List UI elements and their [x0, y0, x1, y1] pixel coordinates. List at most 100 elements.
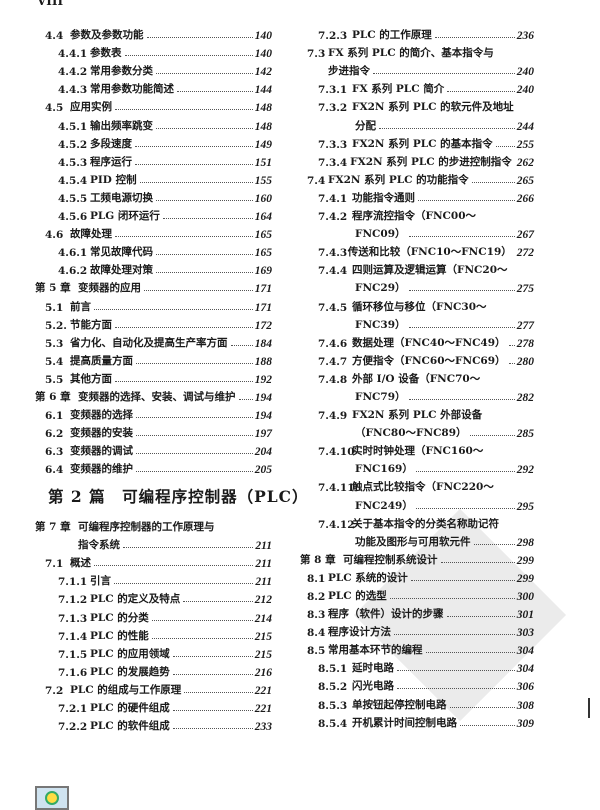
toc-entry[interactable]: 第 6 章变频器的选择、安装、调试与维护 194: [0, 386, 272, 404]
leader-dots: [156, 253, 253, 256]
entry-number: 7.2.2: [58, 721, 88, 734]
toc-entry[interactable]: 7.4.8 外部 I/O 设备（FNC70～: [0, 368, 534, 386]
toc-entry[interactable]: 4.5.3 程序运行 151: [0, 151, 272, 169]
toc-entry[interactable]: 7.3.2 FX2N 系列 PLC 的软元件及地址: [0, 96, 534, 114]
toc-entry[interactable]: 7.2.3 PLC 的工作原理 236: [0, 24, 534, 42]
entry-page-number: 267: [516, 229, 534, 242]
toc-entry[interactable]: 8.5.2 闪光电路 306: [0, 675, 534, 693]
toc-entry[interactable]: 8.1 PLC 系统的设计 299: [0, 567, 534, 585]
toc-entry[interactable]: 8.3 程序（软件）设计的步骤 301: [0, 603, 534, 621]
entry-page-number: 306: [516, 681, 534, 694]
toc-entry[interactable]: 7.3.4 FX2N 系列 PLC 的步进控制指令 262: [0, 151, 534, 169]
toc-entry[interactable]: 7.4.10 实时时钟处理（FNC160～: [0, 440, 534, 458]
toc-entry[interactable]: 7.4.4 四则运算及逻辑运算（FNC20～: [0, 259, 534, 277]
entry-number: 4.5.1: [58, 120, 88, 133]
toc-entry[interactable]: 7.3.3 FX2N 系列 PLC 的基本指令 255: [0, 133, 534, 151]
toc-entry[interactable]: 5.3 省力化、自动化及提高生产率方面 184: [0, 332, 272, 350]
toc-entry[interactable]: 8.5.3 单按钮起停控制电路 308: [0, 693, 534, 712]
toc-entry[interactable]: 4.6.2 故障处理对策 169: [0, 259, 272, 277]
toc-entry[interactable]: 7.4 FX2N 系列 PLC 的功能指令 265: [0, 169, 534, 187]
toc-entry[interactable]: 7.4.12 关于基本指令的分类名称助记符: [0, 513, 534, 531]
toc-entry-continuation[interactable]: FNC29） 275: [0, 277, 534, 295]
toc-entry[interactable]: 6.1 变频器的选择 194: [0, 404, 272, 422]
toc-entry[interactable]: 7.2.2 PLC 的软件组成 233: [0, 715, 272, 733]
toc-entry-continuation[interactable]: FNC09） 267: [0, 223, 534, 241]
entry-number: 7.3.3: [318, 138, 348, 151]
toc-entry[interactable]: 7.1.4 PLC 的性能 215: [0, 625, 272, 643]
leader-dots: [172, 727, 253, 730]
toc-entry[interactable]: 7.4.11 触点式比较指令（FNC220～: [0, 476, 534, 494]
toc-entry[interactable]: 4.4.1 参数表 140: [0, 42, 272, 60]
entry-number: 8.5.1: [318, 663, 348, 676]
toc-entry[interactable]: 7.2.1 PLC 的硬件组成 221: [0, 697, 272, 715]
toc-entry[interactable]: 7.1.5 PLC 的应用领域 215: [0, 643, 272, 661]
toc-entry[interactable]: 第 7 章可编程序控制器的工作原理与: [0, 516, 272, 534]
toc-entry[interactable]: 4.4 参数及参数功能 140: [0, 24, 272, 42]
toc-entry[interactable]: 4.4.2 常用参数分类 142: [0, 60, 272, 78]
toc-entry[interactable]: 8.4 程序设计方法 303: [0, 621, 534, 639]
toc-entry[interactable]: 7.3.1 FX 系列 PLC 简介 240: [0, 78, 534, 96]
toc-entry[interactable]: 7.4.6 数据处理（FNC40～FNC49） 278: [0, 332, 534, 350]
entry-page-number: 148: [254, 102, 272, 115]
toc-entry-continuation[interactable]: 步进指令 240: [0, 60, 534, 78]
entry-number: 7.4.2: [318, 211, 348, 224]
toc-entry[interactable]: 4.4.3 常用参数功能简述 144: [0, 78, 272, 96]
entry-title: 四则运算及逻辑运算（FNC20～: [352, 264, 508, 277]
leader-dots: [156, 271, 253, 274]
toc-entry[interactable]: 4.5.5 工频电源切换 160: [0, 187, 272, 205]
toc-entry-continuation[interactable]: 分配 244: [0, 114, 534, 133]
entry-number: 8.5.3: [318, 699, 348, 712]
toc-entry-continuation[interactable]: FNC39） 277: [0, 314, 534, 332]
toc-entry[interactable]: 4.5 应用实例 148: [0, 96, 272, 114]
toc-entry[interactable]: 5.4 提高质量方面 188: [0, 350, 272, 368]
toc-entry[interactable]: 7.1.6 PLC 的发展趋势 216: [0, 661, 272, 679]
toc-entry[interactable]: 8.2 PLC 的选型 300: [0, 585, 534, 603]
toc-entry-continuation[interactable]: 功能及图形与可用软元件 298: [0, 531, 534, 549]
toc-entry-continuation[interactable]: FNC249） 295: [0, 494, 534, 513]
toc-entry[interactable]: 第 8 章可编程控制系统设计 299: [0, 549, 534, 567]
toc-entry[interactable]: 8.5.4 开机累计时间控制电路 309: [0, 712, 534, 730]
toc-entry[interactable]: 5.2. 节能方面 172: [0, 314, 272, 332]
toc-entry[interactable]: 7.4.7 方便指令（FNC60～FNC69） 280: [0, 350, 534, 368]
toc-entry[interactable]: 4.5.1 输出频率跳变 148: [0, 114, 272, 133]
entry-title-continuation: （FNC80～FNC89）: [355, 427, 467, 440]
toc-entry[interactable]: 4.5.2 多段速度 149: [0, 133, 272, 151]
toc-entry[interactable]: 5.1 前言 171: [0, 295, 272, 314]
toc-entry[interactable]: 7.1.2 PLC 的定义及特点 212: [0, 588, 272, 606]
entry-page-number: 160: [254, 192, 272, 205]
entry-number: 7.2: [45, 684, 64, 697]
toc-entry[interactable]: 4.6 故障处理 165: [0, 223, 272, 241]
toc-entry[interactable]: 6.4 变频器的维护 205: [0, 458, 272, 476]
toc-entry[interactable]: 7.4.2 程序流控指令（FNC00～: [0, 205, 534, 223]
toc-entry[interactable]: 6.3 变频器的调试 204: [0, 440, 272, 458]
toc-entry[interactable]: 8.5 常用基本环节的编程 304: [0, 639, 534, 657]
toc-entry[interactable]: 7.4.5 循环移位与移位（FNC30～: [0, 295, 534, 314]
toc-entry[interactable]: 6.2 变频器的安装 197: [0, 422, 272, 440]
entry-title: 数据处理（FNC40～FNC49）: [352, 336, 506, 349]
leader-dots: [447, 90, 515, 93]
toc-entry[interactable]: 7.4.9 FX2N 系列 PLC 外部设备: [0, 404, 534, 422]
toc-entry[interactable]: 7.2 PLC 的组成与工作原理 221: [0, 679, 272, 697]
toc-entry-continuation[interactable]: FNC79） 282: [0, 386, 534, 404]
toc-entry[interactable]: 8.5.1 延时电路 304: [0, 657, 534, 675]
entry-title: 方便指令（FNC60～FNC69）: [352, 354, 506, 367]
entry-number: 8.4: [307, 627, 326, 640]
toc-entry[interactable]: 5.5 其他方面 192: [0, 368, 272, 386]
toc-entry[interactable]: 7.4.3 传送和比较（FNC10～FNC19） 272: [0, 241, 534, 259]
leader-dots: [508, 344, 515, 346]
entry-page-number: 298: [516, 536, 534, 549]
toc-entry[interactable]: 4.5.4 PID 控制 155: [0, 169, 272, 187]
toc-entry[interactable]: 7.1 概述 211: [0, 552, 272, 570]
entry-number: 第 8 章: [300, 553, 336, 566]
toc-entry-continuation[interactable]: （FNC80～FNC89） 285: [0, 422, 534, 440]
toc-entry[interactable]: 7.3 FX 系列 PLC 的简介、基本指令与: [0, 42, 534, 60]
toc-entry[interactable]: 7.1.3 PLC 的分类 214: [0, 606, 272, 625]
toc-entry-continuation[interactable]: 指令系统 211: [0, 534, 272, 552]
toc-entry[interactable]: 7.4.1 功能指令通则 266: [0, 187, 534, 205]
toc-entry-continuation[interactable]: FNC169） 292: [0, 458, 534, 476]
toc-entry[interactable]: 4.5.6 PLG 闭环运行 164: [0, 205, 272, 223]
toc-entry[interactable]: 第 5 章变频器的应用 171: [0, 277, 272, 295]
toc-entry[interactable]: 7.1.1 引言 211: [0, 570, 272, 588]
toc-entry[interactable]: 4.6.1 常见故障代码 165: [0, 241, 272, 259]
entry-title: 传送和比较（FNC10～FNC19）: [347, 246, 512, 259]
